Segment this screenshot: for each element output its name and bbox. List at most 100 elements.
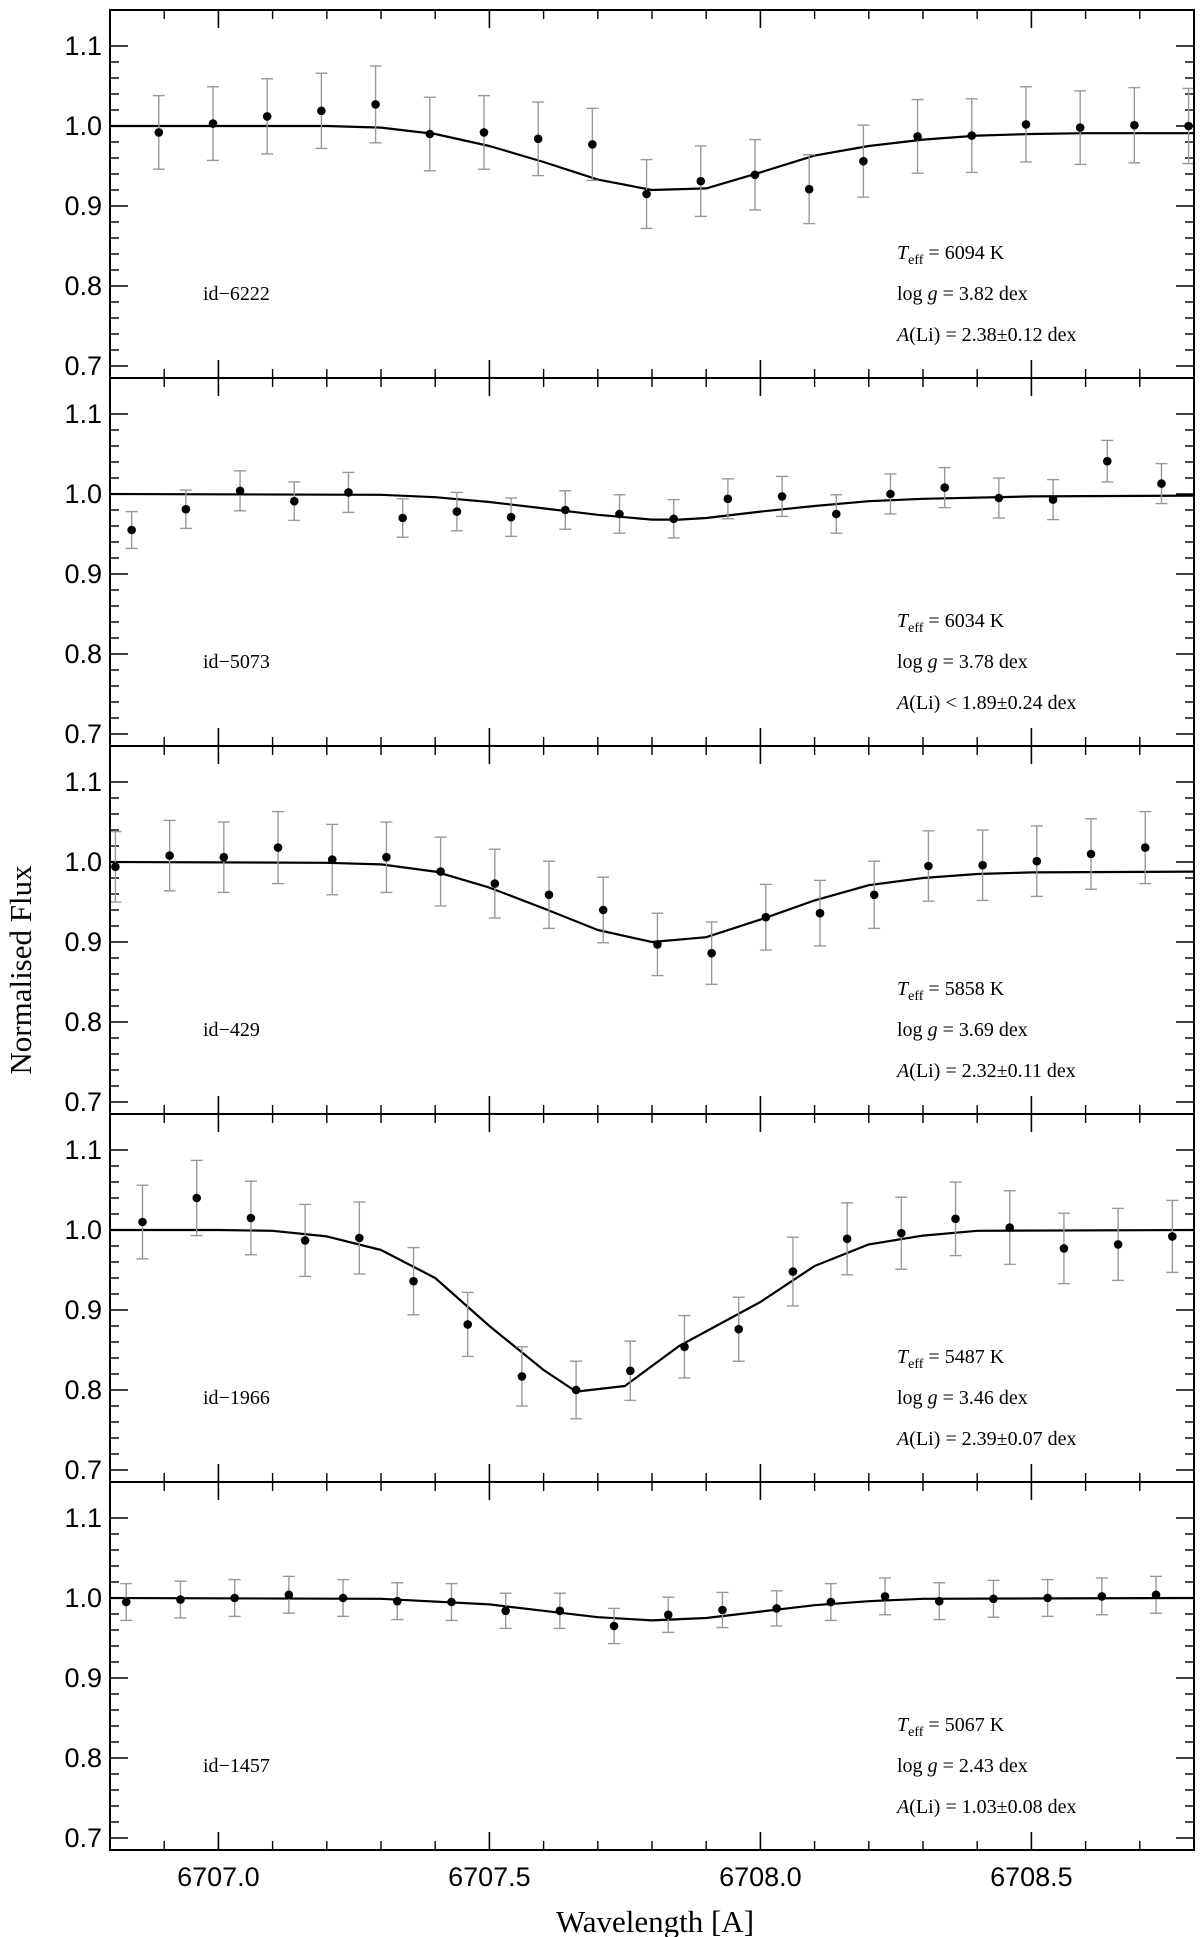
y-tick-label: 0.9 <box>64 927 102 957</box>
y-tick-label: 0.8 <box>64 639 102 669</box>
data-point <box>626 1366 635 1376</box>
y-tick-label: 0.7 <box>64 1823 102 1853</box>
data-point <box>501 1606 510 1616</box>
panel-frame <box>109 745 1195 1115</box>
data-point <box>344 488 353 497</box>
data-point <box>544 890 554 900</box>
data-point <box>165 851 174 860</box>
data-point <box>506 512 516 522</box>
data-point <box>560 505 570 515</box>
data-point <box>382 852 391 862</box>
data-point <box>1140 843 1150 852</box>
y-tick-label: 1.1 <box>64 767 102 797</box>
data-point <box>1113 1240 1123 1249</box>
data-point <box>1043 1593 1052 1603</box>
panel-1: 0.7 0.8 0.9 1.0 1.1 id−6222 Teff = 6094 K log g… <box>64 9 1195 381</box>
x-tick-label: 6708.5 <box>990 1862 1073 1892</box>
logg-annotation: log g = 3.82 dex <box>897 283 1028 305</box>
y-tick-label: 1.1 <box>64 399 102 429</box>
y-axis-title: Normalised Flux <box>3 865 38 1075</box>
data-point <box>176 1595 185 1604</box>
data-point <box>588 140 597 149</box>
data-point <box>680 1342 689 1352</box>
y-tick-label: 1.1 <box>64 1135 102 1165</box>
data-point <box>1048 495 1058 504</box>
data-point <box>289 496 299 506</box>
data-point <box>615 509 624 519</box>
data-point <box>663 1610 673 1620</box>
data-point <box>452 507 462 516</box>
star-id-label: id−5073 <box>203 651 270 673</box>
data-point <box>1059 1244 1069 1253</box>
data-point <box>425 129 435 139</box>
data-point <box>490 879 500 888</box>
panel-2: 0.7 0.8 0.9 1.0 1.1 id−5073 Teff = 6034 K log g… <box>64 377 1195 749</box>
data-point <box>750 170 760 180</box>
data-point <box>598 905 608 915</box>
data-point <box>262 112 272 121</box>
data-point <box>235 486 245 496</box>
data-point <box>951 1214 960 1224</box>
data-point <box>192 1193 202 1203</box>
y-tick-label: 0.8 <box>64 1375 102 1405</box>
x-tick-label: 6707.0 <box>177 1862 260 1892</box>
y-tick-label: 0.7 <box>64 1087 102 1117</box>
lithium-abundance-annotation: A(Li) < 1.89±0.24 dex <box>895 692 1076 714</box>
data-point <box>772 1604 781 1613</box>
star-id-label: id−6222 <box>203 283 270 305</box>
lithium-abundance-annotation: A(Li) = 2.38±0.12 dex <box>895 324 1076 346</box>
model-spectrum-line <box>110 1228 1195 1393</box>
data-point <box>300 1236 310 1245</box>
x-tick-label: 6708.0 <box>719 1862 802 1892</box>
y-tick-label: 0.9 <box>64 1663 102 1693</box>
data-point <box>723 494 733 504</box>
y-tick-label: 0.7 <box>64 351 102 381</box>
y-tick-label: 1.1 <box>64 1503 102 1533</box>
data-point <box>869 890 879 900</box>
data-point <box>284 1590 294 1600</box>
x-tick-label: 6707.5 <box>448 1862 531 1892</box>
data-point <box>842 1234 852 1244</box>
y-tick-label: 0.7 <box>64 1455 102 1485</box>
logg-annotation: log g = 3.78 dex <box>897 651 1028 673</box>
lithium-abundance-annotation: A(Li) = 2.32±0.11 dex <box>895 1060 1076 1082</box>
y-tick-label: 0.9 <box>64 191 102 221</box>
logg-annotation: log g = 3.46 dex <box>897 1387 1028 1409</box>
panel-5: 0.7 0.8 0.9 1.0 1.1 id−1457 Teff = 5067 K log g… <box>64 1481 1195 1853</box>
data-point <box>338 1593 348 1603</box>
star-id-label: id−1966 <box>203 1387 270 1409</box>
y-tick-label: 1.0 <box>64 479 102 509</box>
model-spectrum-line <box>109 1596 1195 1622</box>
y-tick-label: 1.0 <box>64 111 102 141</box>
data-point <box>555 1606 565 1616</box>
y-tick-label: 0.8 <box>64 1007 102 1037</box>
data-point <box>934 1596 944 1606</box>
lithium-abundance-annotation: A(Li) = 2.39±0.07 dex <box>895 1428 1076 1450</box>
data-point <box>154 128 164 137</box>
y-tick-label: 0.9 <box>64 1295 102 1325</box>
data-point <box>181 504 191 514</box>
data-point <box>479 128 489 137</box>
data-point <box>718 1605 727 1615</box>
data-point <box>788 1267 798 1276</box>
data-point <box>1021 120 1031 129</box>
data-point <box>436 867 445 876</box>
teff-annotation: Teff = 5858 K <box>897 978 1005 1004</box>
data-point <box>815 908 825 918</box>
data-point <box>897 1228 906 1238</box>
data-point <box>1032 856 1042 866</box>
data-point <box>208 119 218 128</box>
data-point <box>609 1621 619 1631</box>
teff-annotation: Teff = 5487 K <box>897 1346 1005 1372</box>
data-point <box>978 860 987 870</box>
y-tick-label: 0.8 <box>64 1743 102 1773</box>
data-point <box>571 1385 581 1395</box>
y-tick-label: 1.0 <box>64 1583 102 1613</box>
y-tick-label: 0.8 <box>64 271 102 301</box>
data-point <box>669 514 678 524</box>
data-point <box>734 1324 744 1334</box>
data-point <box>409 1276 418 1286</box>
lithium-abundance-annotation: A(Li) = 1.03±0.08 dex <box>895 1796 1076 1818</box>
data-point <box>989 1594 998 1604</box>
